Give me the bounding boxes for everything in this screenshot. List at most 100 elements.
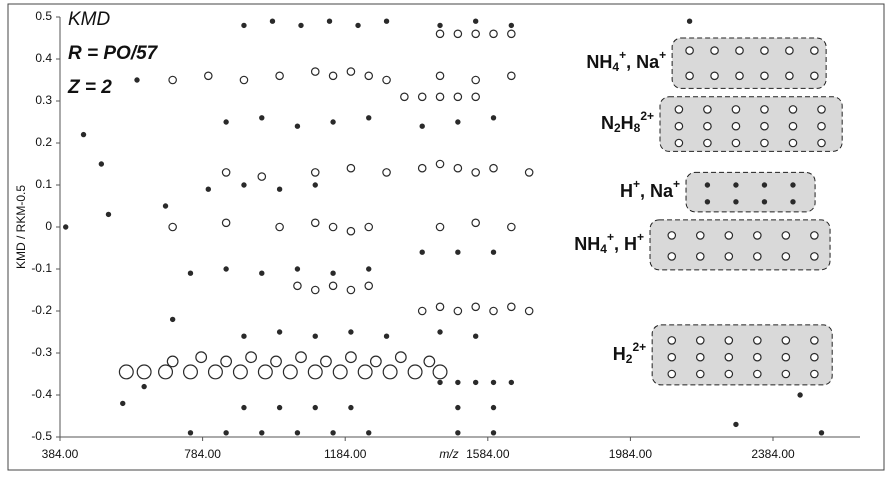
label-part: 4 [612, 60, 619, 74]
point [704, 182, 711, 188]
point [667, 252, 677, 261]
point [797, 392, 803, 398]
point [790, 199, 796, 205]
point [330, 270, 336, 276]
point [312, 182, 318, 188]
point [524, 168, 534, 177]
x-tick-label: 1984.00 [609, 447, 653, 461]
point [423, 355, 436, 368]
point [471, 92, 480, 102]
point [810, 231, 819, 240]
point [259, 115, 265, 121]
point [472, 333, 479, 339]
ticks: 0.5 0.4 0.3 0.2 0.1 0 -0.1 -0.2 -0.3 -0.4 -0.5 384.… [31, 9, 795, 461]
point [158, 364, 174, 380]
point [346, 226, 356, 236]
x-tick-label: 2384.00 [751, 447, 795, 461]
point [685, 71, 694, 81]
point [781, 252, 791, 261]
point [761, 182, 768, 188]
point [471, 218, 480, 228]
point [366, 430, 372, 436]
point [724, 231, 734, 240]
region-box [659, 96, 843, 152]
point [419, 123, 425, 129]
region-label: N2H82+ [601, 109, 654, 135]
point [364, 71, 374, 81]
region-box [649, 219, 831, 271]
point [382, 364, 398, 380]
y-tick-label: 0.4 [35, 51, 52, 65]
point [382, 168, 391, 177]
point [710, 46, 719, 55]
point [686, 18, 693, 24]
label-part: + [619, 48, 626, 62]
point [455, 430, 461, 436]
point [471, 168, 480, 177]
label-part: H [621, 113, 634, 133]
point [490, 249, 497, 255]
point [241, 22, 247, 29]
point [781, 231, 791, 240]
point [724, 252, 734, 261]
point [437, 379, 443, 386]
point [785, 71, 794, 81]
point [435, 92, 445, 102]
label-part: + [633, 177, 640, 191]
point [383, 333, 390, 339]
point [453, 306, 463, 316]
point [168, 75, 177, 85]
point [753, 352, 762, 362]
label-part: 2 [626, 352, 633, 366]
y-tick-label: 0.1 [35, 177, 52, 191]
point [435, 29, 445, 39]
point [437, 22, 443, 29]
point [695, 369, 705, 379]
point [760, 46, 769, 55]
point [400, 92, 409, 102]
region-label: NH4+, Na+ [586, 48, 666, 74]
point [703, 138, 712, 148]
point [187, 430, 194, 436]
point [355, 22, 361, 29]
point [435, 222, 445, 232]
point [817, 105, 826, 114]
point [187, 270, 194, 276]
region-box [685, 171, 816, 213]
label-part: NH [574, 234, 600, 254]
point [239, 75, 249, 85]
point [259, 270, 265, 276]
point [312, 333, 318, 339]
y-tick-label: -0.4 [31, 387, 52, 401]
label-part: + [659, 48, 666, 62]
point [685, 46, 694, 55]
point [364, 281, 374, 291]
point [220, 355, 233, 368]
point [232, 364, 248, 380]
annotation: R = PO/57 [68, 43, 159, 64]
point [735, 71, 744, 81]
x-label-bg [434, 446, 464, 463]
point [282, 364, 298, 380]
point [330, 119, 336, 125]
point [695, 252, 705, 261]
y-axis-label: KMD / RKM-0.5 [14, 185, 28, 269]
point [695, 352, 705, 362]
y-tick-label: 0.3 [35, 93, 52, 107]
point [674, 105, 684, 114]
points [63, 18, 826, 436]
point [346, 163, 356, 173]
y-tick-label: -0.5 [31, 429, 52, 443]
point [788, 138, 798, 148]
point [471, 302, 480, 312]
point [733, 182, 739, 188]
point [490, 430, 497, 436]
point [276, 329, 283, 335]
point [507, 302, 516, 312]
point [120, 400, 126, 407]
point [169, 316, 176, 323]
point [417, 306, 427, 316]
point [524, 306, 534, 316]
point [704, 199, 711, 205]
